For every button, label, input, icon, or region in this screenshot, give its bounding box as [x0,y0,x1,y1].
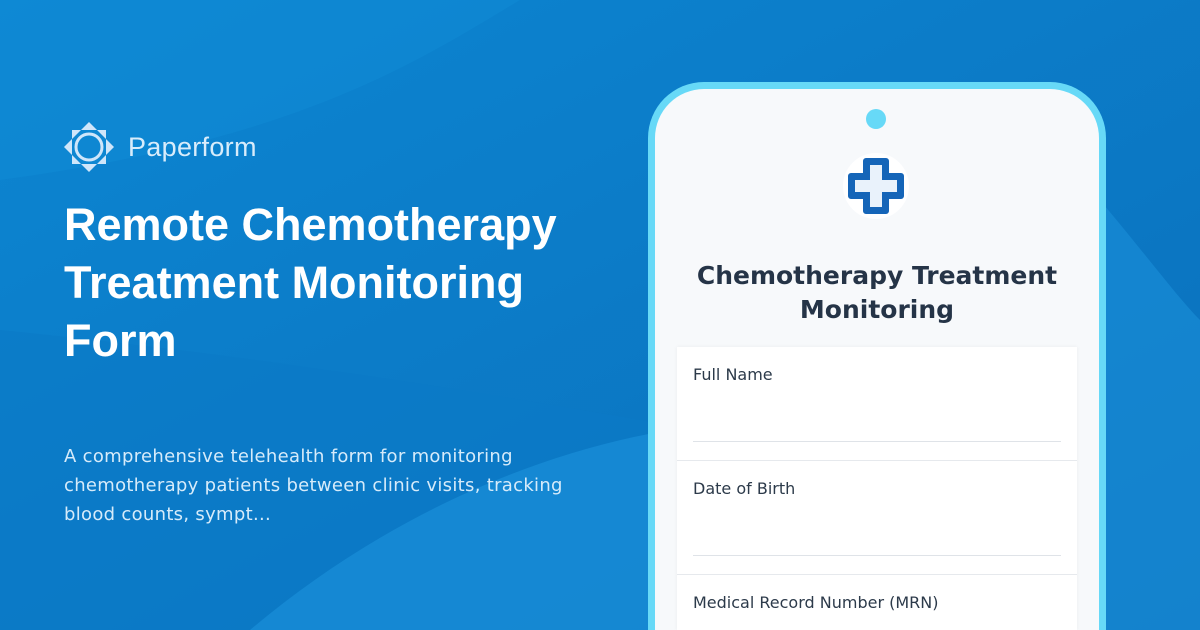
date-of-birth-input[interactable] [693,555,1061,556]
form-card: Full Name Date of Birth Medical Record N… [677,347,1077,630]
brand-logo[interactable]: Paperform [64,122,257,172]
medical-cross-icon [843,153,909,219]
mrn-field[interactable]: Medical Record Number (MRN) [677,575,1077,630]
hero-description: A comprehensive telehealth form for moni… [64,446,563,525]
form-title: Chemotherapy Treatment Monitoring [696,261,1058,324]
paperform-logo-icon [64,122,114,172]
date-of-birth-field[interactable]: Date of Birth [677,461,1077,575]
full-name-field[interactable]: Full Name [677,347,1077,461]
phone-camera-dot [866,109,886,129]
brand-name: Paperform [128,131,257,162]
field-label: Date of Birth [693,479,796,498]
field-label: Medical Record Number (MRN) [693,593,939,612]
field-label: Full Name [693,365,773,384]
hero-title: Remote Chemotherapy Treatment Monitoring… [64,199,557,366]
full-name-input[interactable] [693,441,1061,442]
phone-mockup: Chemotherapy Treatment Monitoring Full N… [648,82,1106,630]
